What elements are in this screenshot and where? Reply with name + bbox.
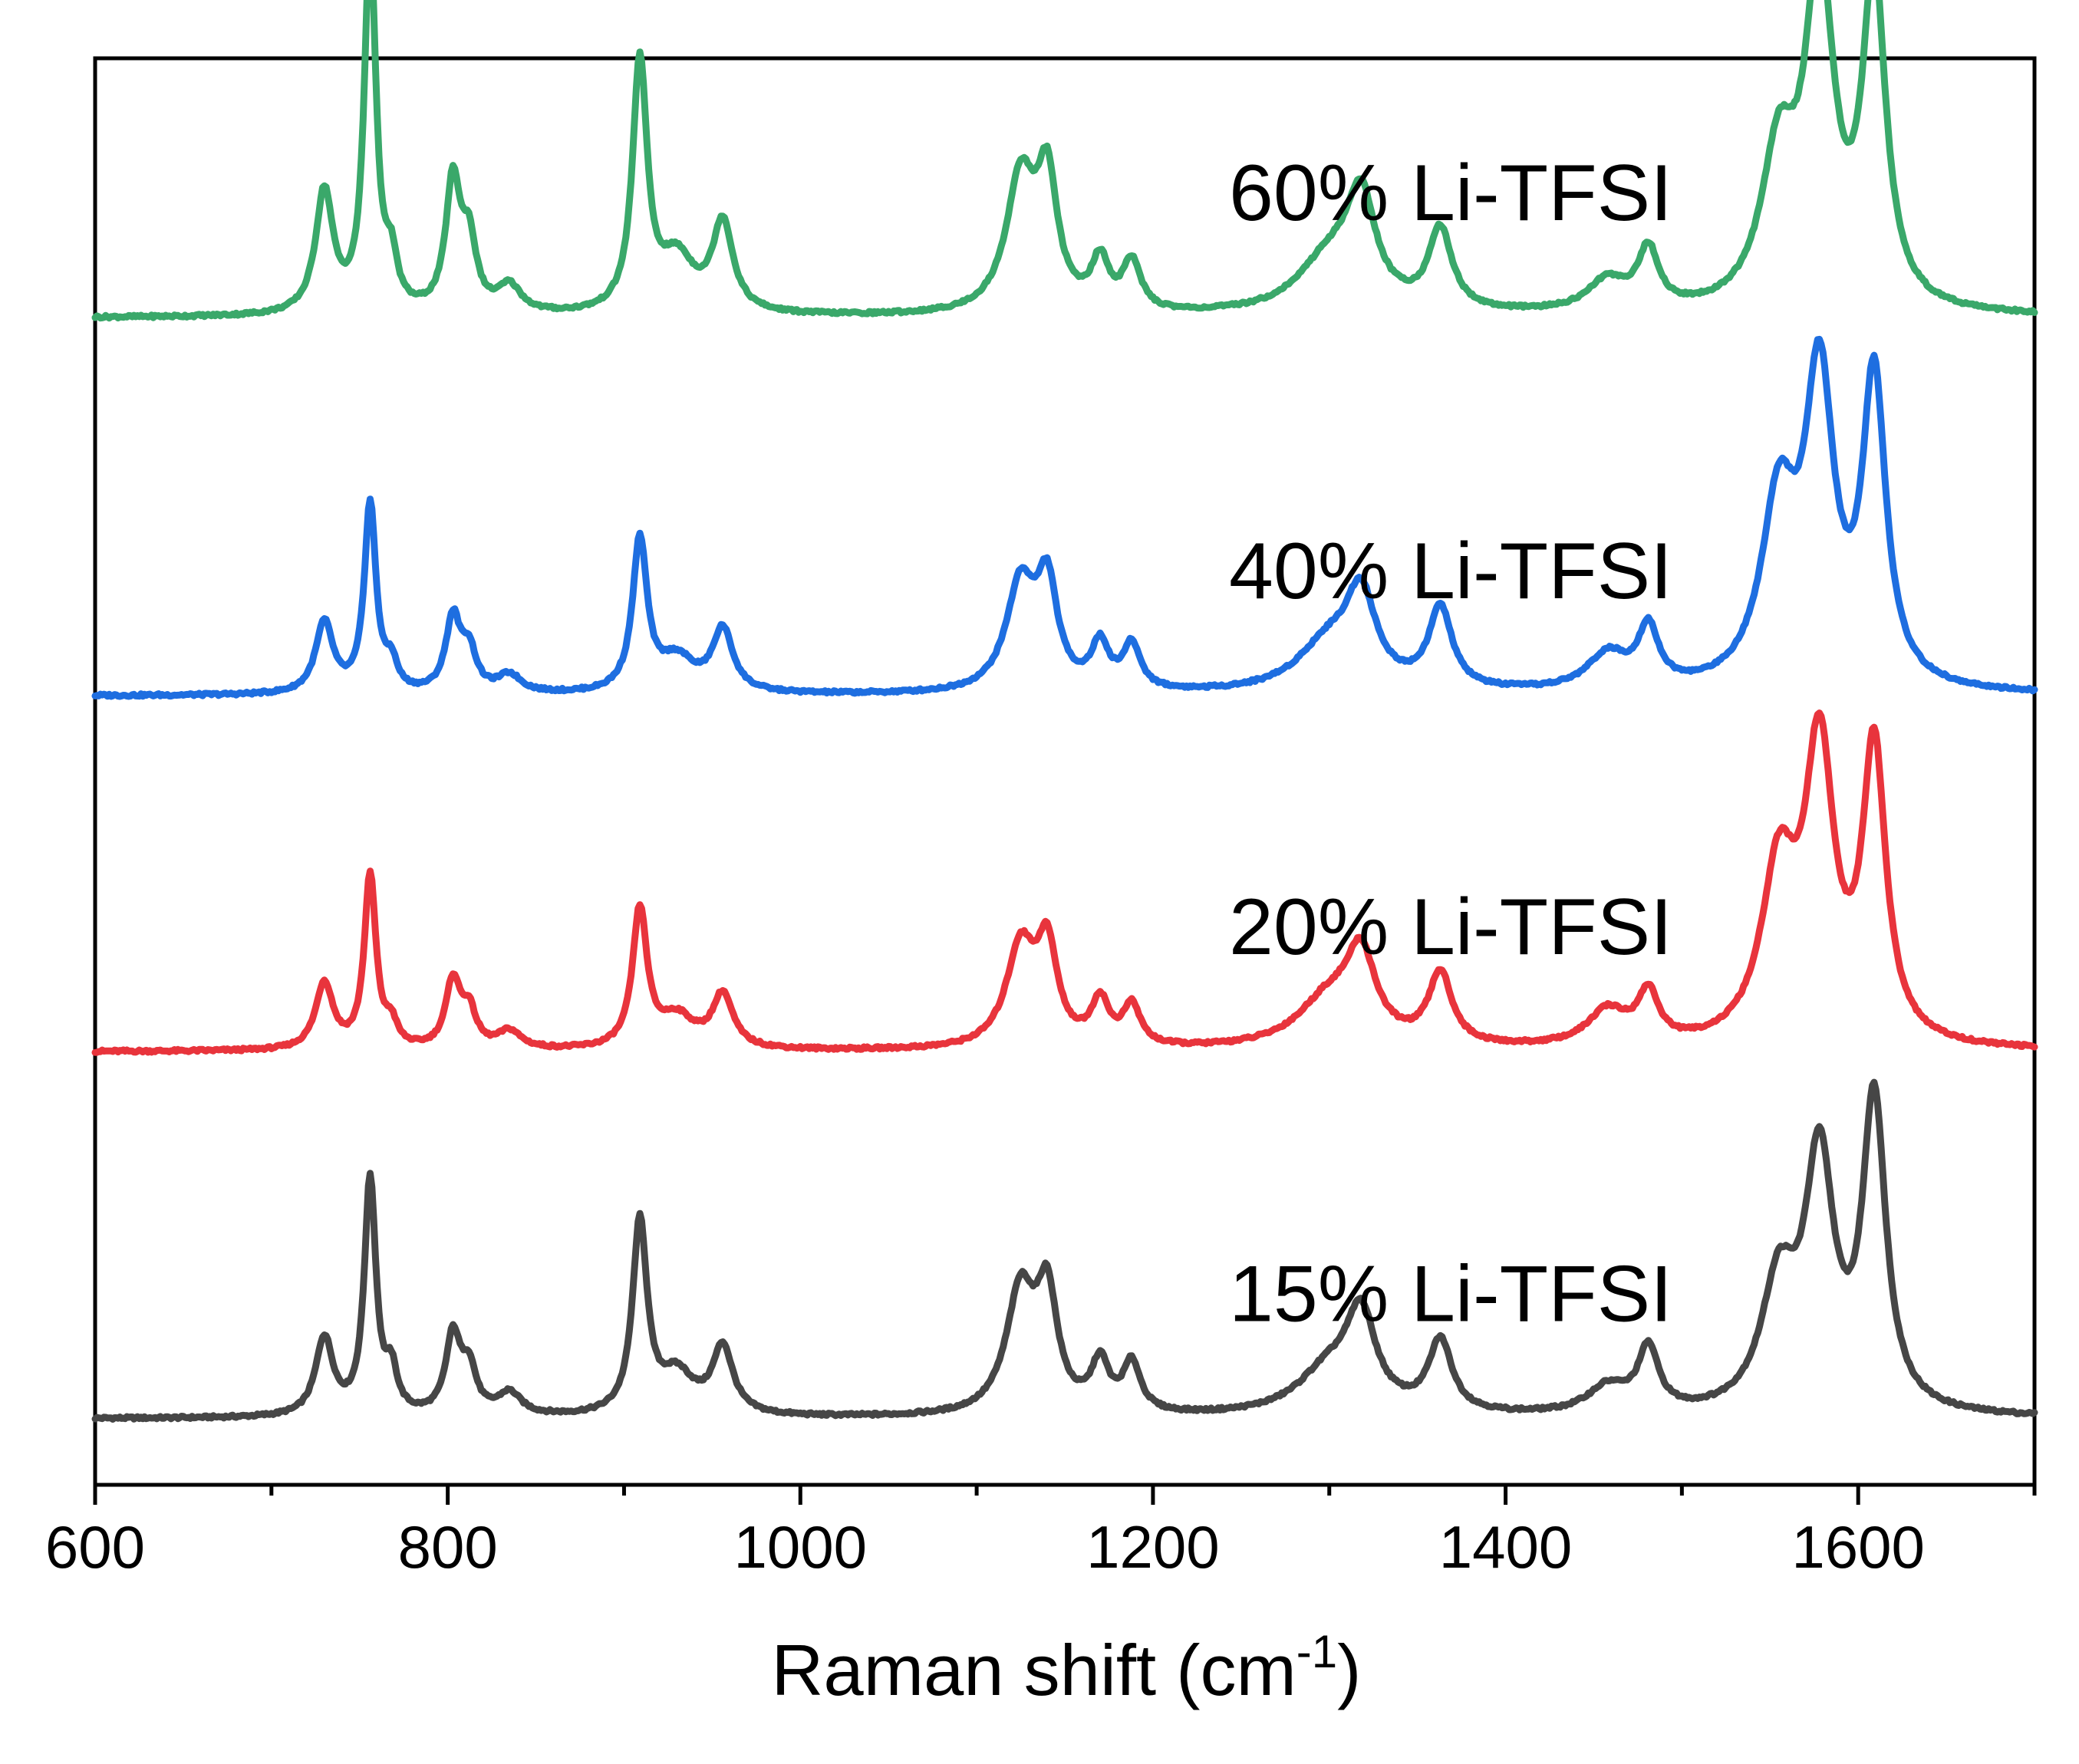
x-axis-title: Raman shift (cm-1) — [772, 1626, 1362, 1710]
x-tick-label: 1200 — [1086, 1513, 1220, 1581]
x-tick-label: 800 — [398, 1513, 498, 1581]
plot-frame — [93, 56, 2037, 1487]
x-tick-label: 1600 — [1791, 1513, 1925, 1581]
x-tick-label: 600 — [45, 1513, 145, 1581]
series-layer — [91, 0, 2038, 1423]
series-label-40-li-tfsi: 40% Li-TFSI — [1229, 527, 1672, 616]
x-tick-label: 1000 — [734, 1513, 868, 1581]
series-line-40-li-tfsi — [91, 335, 2038, 700]
x-tick-label: 1400 — [1439, 1513, 1573, 1581]
series-label-layer: 15% Li-TFSI 20% Li-TFSI 40% Li-TFSI 60% Li-… — [1229, 149, 1672, 1339]
series-label-60-li-tfsi: 60% Li-TFSI — [1229, 149, 1672, 238]
series-label-20-li-tfsi: 20% Li-TFSI — [1229, 883, 1672, 972]
x-axis-ticks: 600 800 1000 1200 1400 1600 — [45, 1485, 2037, 1581]
series-line-20-li-tfsi — [91, 709, 2038, 1056]
series-line-15-li-tfsi — [91, 1078, 2038, 1423]
series-label-15-li-tfsi: 15% Li-TFSI — [1229, 1249, 1672, 1338]
series-line-60-li-tfsi — [91, 0, 2038, 322]
